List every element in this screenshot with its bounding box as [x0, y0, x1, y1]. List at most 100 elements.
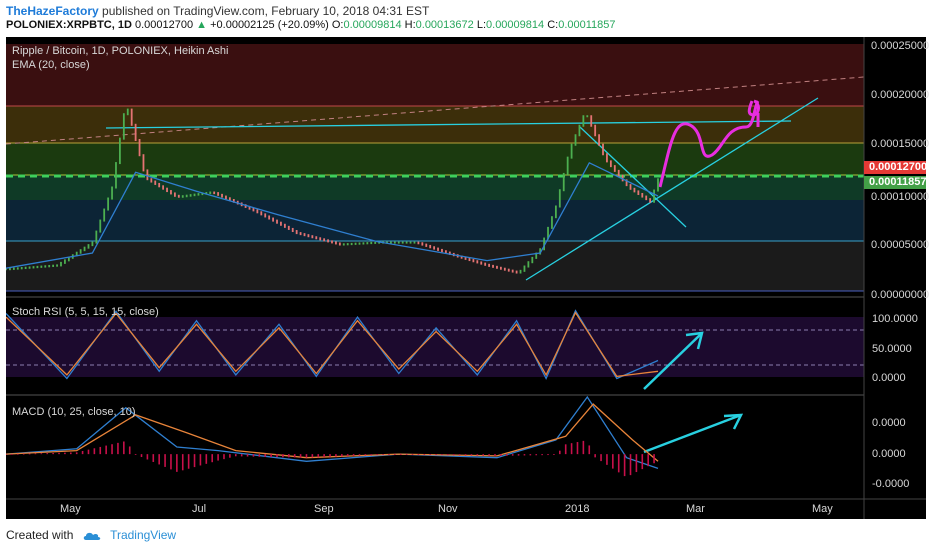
price-candle — [519, 269, 522, 274]
price-candle — [609, 160, 612, 168]
price-candle — [397, 241, 400, 244]
zone-top — [6, 44, 864, 106]
macd-hist-bar — [388, 454, 390, 455]
author-link[interactable]: TheHazeFactory — [6, 4, 99, 18]
chart-svg[interactable] — [6, 37, 926, 519]
macd-hist-bar — [476, 454, 479, 456]
last-price-badge: 0.00012700 — [869, 161, 928, 173]
price-candle — [496, 265, 498, 269]
macd-hist-bar — [93, 448, 96, 455]
price-candle — [256, 209, 259, 214]
price-candle — [299, 232, 302, 236]
macd-hist-bar — [517, 454, 520, 456]
macd-hist-bar — [99, 446, 102, 455]
macd-hist-bar — [553, 454, 555, 455]
price-candle — [468, 257, 471, 262]
price-candle — [476, 260, 479, 264]
macd-hist-bar — [464, 454, 467, 456]
macd-hist-bar — [211, 454, 214, 463]
price-candle — [291, 227, 294, 233]
price-candle — [621, 174, 624, 182]
macd-hist-bar — [417, 454, 420, 455]
price-candle — [401, 241, 404, 244]
resistance-line — [105, 120, 792, 129]
time-label: Sep — [314, 503, 334, 515]
price-candle — [480, 261, 483, 265]
macd-hist-bar — [647, 454, 649, 467]
price-candle — [629, 184, 632, 190]
price-candle — [625, 179, 628, 187]
price-candle — [185, 194, 188, 198]
price-candle — [350, 242, 353, 246]
support-trendline — [525, 97, 819, 281]
symbol-label: POLONIEX:XRPBTC, 1D — [6, 19, 132, 31]
price-candle — [429, 244, 432, 249]
macd-hist-bar — [547, 454, 549, 456]
price-candle — [445, 250, 447, 254]
price-candle — [472, 259, 475, 263]
macd-hist-bar — [81, 451, 84, 455]
macd-hist-bar — [176, 454, 178, 472]
price-candle — [335, 241, 337, 245]
price-candle — [393, 241, 396, 244]
time-label: May — [812, 503, 833, 515]
price-candle — [641, 192, 644, 198]
macd-hist-bar — [152, 454, 155, 462]
macd-hist-bar — [164, 454, 166, 467]
high-value: 0.00013672 — [415, 19, 474, 31]
macd-hist-bar — [617, 454, 620, 473]
price-candle — [531, 256, 534, 264]
price-tick: 0.00000000 — [871, 289, 930, 301]
price-candle — [260, 211, 263, 216]
macd-hist-bar — [270, 454, 272, 457]
price-candle — [24, 266, 27, 270]
chart-area[interactable]: Ripple / Bitcoin, 1D, POLONIEX, Heikin A… — [6, 37, 930, 519]
main-panel-title: Ripple / Bitcoin, 1D, POLONIEX, Heikin A… — [12, 45, 229, 57]
footer: Created with TradingView — [6, 528, 176, 542]
tradingview-link[interactable]: TradingView — [110, 528, 177, 542]
macd-hist-bar — [223, 454, 225, 460]
price-candle — [303, 233, 306, 237]
macd-hist-bar — [193, 454, 196, 468]
price-candle — [307, 234, 310, 238]
macd-hist-bar — [264, 454, 267, 457]
stoch-arrow-head — [685, 331, 704, 350]
price-candle — [280, 221, 282, 226]
price-candle — [523, 265, 526, 272]
price-candle — [421, 242, 424, 246]
macd-hist-bar — [629, 454, 632, 476]
price-candle — [551, 216, 553, 229]
price-candle — [166, 187, 168, 193]
macd-tick: 0.0000 — [872, 448, 906, 460]
price-candle — [460, 255, 463, 259]
price-candle — [657, 178, 659, 192]
macd-hist-bar — [28, 453, 31, 455]
macd-line — [6, 395, 659, 470]
price-candle — [594, 124, 597, 137]
macd-tick: 0.0000 — [872, 417, 906, 429]
macd-tick: -0.0000 — [872, 478, 910, 490]
price-candle — [209, 191, 212, 195]
zone-olive — [6, 143, 864, 175]
price-candle — [142, 154, 145, 172]
price-tick: 0.00010000 — [871, 191, 930, 203]
close-label: C: — [547, 19, 559, 31]
price-candle — [44, 265, 47, 268]
price-candle — [633, 187, 636, 193]
price-candle — [64, 259, 66, 264]
projection-drawing — [658, 99, 760, 188]
macd-hist-bar — [293, 454, 296, 458]
price-candle — [503, 267, 506, 271]
macd-hist-bar — [600, 454, 602, 462]
price-candle — [36, 265, 39, 269]
price-zones — [6, 44, 864, 377]
price-candle — [221, 193, 223, 198]
price-candle — [649, 198, 652, 203]
price-candle — [201, 192, 204, 196]
macd-hist-bar — [40, 453, 43, 455]
price-candle — [558, 189, 561, 208]
macd-hist-bar — [58, 452, 60, 455]
price-candle — [295, 230, 298, 235]
price-candle — [484, 262, 487, 266]
macd-hist-bar — [311, 454, 314, 458]
